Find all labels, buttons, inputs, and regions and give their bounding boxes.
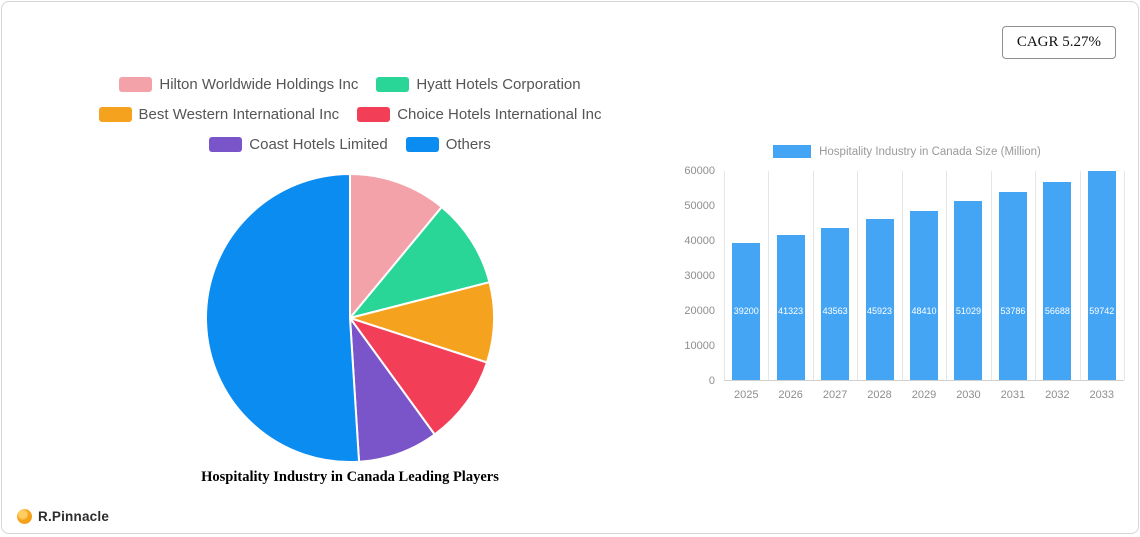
gridline: [724, 171, 725, 380]
y-axis-tick-label: 20000: [684, 305, 715, 317]
bar-2027[interactable]: 43563: [821, 227, 850, 380]
gridline: [857, 171, 859, 380]
bar-value-label: 59742: [1089, 306, 1115, 316]
gridline: [901, 171, 903, 380]
x-axis-tick-label: 2028: [867, 389, 892, 401]
y-axis-tick-label: 0: [708, 375, 715, 387]
legend-swatch-hilton: [119, 77, 153, 92]
bar-2029[interactable]: 48410: [910, 210, 938, 380]
x-axis-tick-label: 2025: [733, 389, 759, 401]
pie-legend-row: Coast Hotels Limited Others: [209, 136, 491, 153]
y-axis-tick-label: 40000: [684, 235, 715, 247]
x-axis-tick-label: 2032: [1045, 389, 1070, 401]
pie-slice-1[interactable]: [349, 173, 443, 319]
legend-label-hilton: Hilton Worldwide Holdings Inc: [159, 76, 359, 93]
x-axis-tick-label: 2029: [911, 389, 937, 401]
y-axis-tick-label: 50000: [684, 200, 715, 212]
bar-legend-label: Hospitality Industry in Canada Size (Mil…: [819, 145, 1041, 158]
bar-chart-section: Hospitality Industry in Canada Size (Mil…: [684, 145, 1136, 401]
legend-item-best-western[interactable]: Best Western International Inc: [98, 106, 340, 123]
bar-2028[interactable]: 45923: [865, 219, 894, 380]
bar-value-label: 43563: [822, 306, 848, 316]
gridline: [1035, 171, 1037, 380]
legend-swatch-best-western: [98, 107, 132, 122]
legend-label-best-western: Best Western International Inc: [138, 106, 340, 123]
gridline: [1124, 171, 1125, 380]
bar-legend[interactable]: Hospitality Industry in Canada Size (Mil…: [690, 145, 1124, 158]
x-axis-tick-label: 2031: [1000, 389, 1026, 401]
bar-value-label: 48410: [911, 306, 937, 316]
brand-logo: R.Pinnacle: [17, 509, 109, 524]
pie-slice-4[interactable]: [349, 317, 488, 436]
legend-item-hyatt[interactable]: Hyatt Hotels Corporation: [376, 76, 581, 93]
bar-plot-area: 0 10000 20000 30000 40000 50000 60000 39200 2025…: [684, 165, 1125, 401]
bar-value-label: 39200: [733, 306, 759, 316]
pie-legend: Hilton Worldwide Holdings Inc Hyatt Hote…: [2, 76, 698, 153]
legend-label-hyatt: Hyatt Hotels Corporation: [416, 76, 581, 93]
pie-chart-title: Hospitality Industry in Canada Leading P…: [201, 469, 499, 485]
bar-value-label: 51029: [955, 306, 981, 316]
y-axis-tick-label: 10000: [684, 340, 715, 352]
legend-label-others: Others: [445, 136, 491, 153]
pinnacle-logo-icon: [17, 509, 32, 524]
legend-swatch-others: [405, 137, 439, 152]
bar-2030[interactable]: 51029: [954, 201, 983, 380]
legend-item-others[interactable]: Others: [405, 136, 491, 153]
legend-item-coast[interactable]: Coast Hotels Limited: [209, 136, 388, 153]
gridline: [946, 171, 948, 380]
legend-swatch-coast: [209, 137, 243, 152]
gridline: [812, 171, 814, 380]
pie-legend-row: Hilton Worldwide Holdings Inc Hyatt Hote…: [119, 76, 581, 93]
x-axis-tick-label: 2027: [822, 389, 848, 401]
pie-slice-5[interactable]: [349, 317, 436, 463]
pie-slice-3[interactable]: [349, 281, 495, 364]
bar-2026[interactable]: 41323: [776, 235, 805, 380]
legend-label-choice: Choice Hotels International Inc: [397, 106, 602, 123]
bar-2031[interactable]: 53786: [998, 191, 1027, 380]
y-axis-tick-label: 60000: [684, 165, 715, 177]
legend-item-hilton[interactable]: Hilton Worldwide Holdings Inc: [119, 76, 358, 93]
bar-legend-swatch: [773, 145, 812, 158]
y-axis-tick-label: 30000: [684, 270, 715, 282]
bar-value-label: 41323: [778, 306, 804, 316]
bar-value-label: 53786: [1000, 306, 1026, 316]
x-axis-tick-label: 2033: [1089, 389, 1114, 401]
bar-value-label: 56688: [1044, 306, 1070, 316]
bar-2025[interactable]: 39200: [732, 242, 761, 380]
legend-swatch-choice: [357, 107, 391, 122]
pie-chart: [205, 173, 495, 463]
bar-2033[interactable]: 59742: [1087, 170, 1116, 380]
bar-2032[interactable]: 56688: [1043, 181, 1072, 380]
legend-swatch-hyatt: [376, 77, 410, 92]
legend-label-coast: Coast Hotels Limited: [249, 136, 388, 153]
pie-slice-6[interactable]: [205, 173, 361, 463]
gridline: [768, 171, 770, 380]
legend-item-choice[interactable]: Choice Hotels International Inc: [357, 106, 601, 123]
brand-name: R.Pinnacle: [38, 509, 110, 524]
pie-legend-row: Best Western International Inc Choice Ho…: [98, 106, 601, 123]
bar-value-label: 45923: [867, 306, 893, 316]
gridline: [990, 171, 992, 380]
pie-chart-section: Hilton Worldwide Holdings Inc Hyatt Hote…: [2, 2, 698, 537]
cagr-badge: CAGR 5.27%: [1001, 26, 1116, 59]
gridline: [1079, 171, 1081, 380]
x-axis-tick-label: 2026: [778, 389, 803, 401]
x-axis-tick-label: 2030: [956, 389, 981, 401]
